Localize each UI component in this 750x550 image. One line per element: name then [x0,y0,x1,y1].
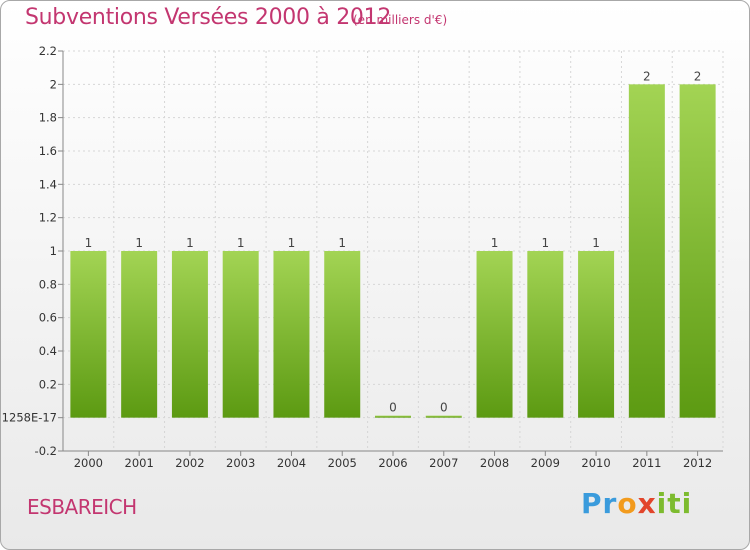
bar [171,251,208,418]
data-label: 1 [237,236,245,250]
data-label: 1 [135,236,143,250]
axes [58,50,723,456]
y-tick-label: 0.6 [39,311,57,325]
bar [425,415,462,418]
bar [679,84,716,418]
bars [70,84,716,418]
logo-part: o [617,487,638,520]
x-tick-label: 2001 [125,456,154,470]
y-tick-label: 1.2 [39,211,57,225]
chart-title: Subventions Versées 2000 à 2012 [25,5,392,30]
bar [375,415,411,418]
data-label: 0 [440,401,448,415]
logo-part: x [637,487,657,520]
bar [628,84,665,418]
x-tick-label: 2004 [277,456,306,470]
data-label: 1 [541,236,549,250]
data-label: 2 [643,69,651,83]
logo-part: Pr [581,487,618,520]
chart-subtitle: (en milliers d'€) [353,13,448,27]
bar [476,251,513,418]
data-label: 1 [491,236,499,250]
commune-name: ESBAREICH [27,495,137,519]
bar [324,251,361,418]
x-tick-label: 2009 [531,456,560,470]
data-label: 0 [389,401,397,415]
data-label: 1 [338,236,346,250]
data-label: 1 [288,236,296,250]
x-tick-label: 2000 [74,456,103,470]
y-tick-label: 1 [50,244,57,258]
x-tick-label: 2010 [581,456,610,470]
y-tick-label: 1.8 [39,111,57,125]
x-tick-label: 2007 [429,456,458,470]
y-tick-label: 5.5511151231258E-17 [1,411,57,425]
x-tick-label: 2005 [328,456,357,470]
x-tick-label: 2002 [175,456,204,470]
proxiti-logo: Proxiti [581,487,692,520]
y-tick-label: 0.4 [39,344,57,358]
x-tick-label: 2011 [632,456,661,470]
y-tick-label: 2.2 [39,44,57,58]
data-label: 2 [694,69,702,83]
data-label: 1 [592,236,600,250]
y-tick-label: 0.2 [39,377,57,391]
data-label: 1 [186,236,194,250]
x-tick-label: 2006 [378,456,407,470]
y-tick-label: 1.6 [39,144,57,158]
bar [222,251,259,418]
y-tick-label: 1.4 [39,177,57,191]
grid-lines [62,50,724,452]
bar [121,251,158,418]
bar [70,251,107,418]
labels: -0.2 5.5511151231258E-17 0.2 0.4 0.6 0.8 1 1.2 1… [1,44,712,470]
y-tick-label: 0.8 [39,277,57,291]
bar [578,251,615,418]
x-tick-label: 2012 [683,456,712,470]
y-tick-label: -0.2 [35,444,57,458]
bar [273,251,310,418]
x-tick-label: 2003 [226,456,255,470]
bar [527,251,564,418]
data-label: 1 [85,236,93,250]
y-tick-label: 2 [50,77,57,91]
x-tick-label: 2008 [480,456,509,470]
logo-part: iti [656,487,693,520]
